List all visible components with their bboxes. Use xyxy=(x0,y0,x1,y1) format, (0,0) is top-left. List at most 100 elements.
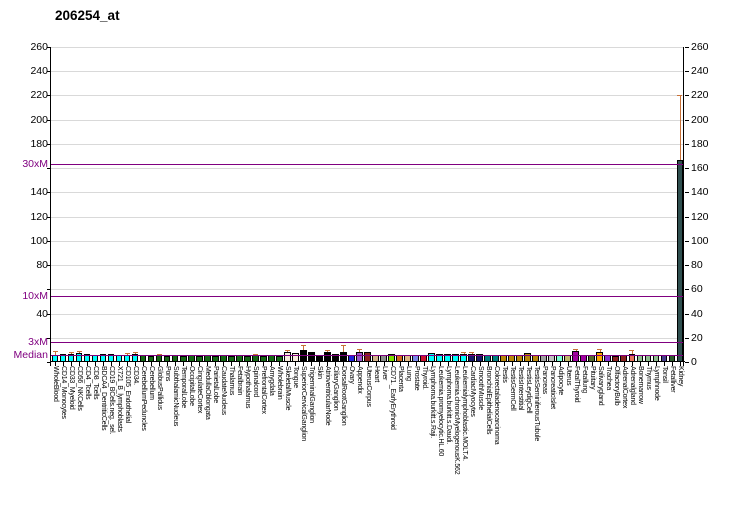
x-axis-tick xyxy=(239,362,241,366)
x-axis-tick xyxy=(359,362,361,366)
x-axis-tick xyxy=(591,362,593,366)
y-tick-mark xyxy=(47,337,51,339)
x-axis-line xyxy=(50,361,685,362)
x-axis-tick xyxy=(351,362,353,366)
y-tick-mark xyxy=(685,362,689,363)
error-cap xyxy=(68,351,74,353)
x-axis-tick xyxy=(407,362,409,366)
y-tick-label: 140 xyxy=(30,186,48,199)
x-axis-tick xyxy=(279,362,281,366)
x-axis-tick xyxy=(199,362,201,366)
x-tick-label: BronchialEpithelialCells xyxy=(484,366,492,435)
x-axis-tick xyxy=(415,362,417,366)
x-axis-tick xyxy=(431,362,433,366)
x-tick-label: Lymphoma.burkitt.s.Raji. xyxy=(428,366,436,438)
y-tick-mark xyxy=(685,119,689,121)
error-cap xyxy=(156,354,162,356)
chart-title: 206254_at xyxy=(55,8,120,23)
x-tick-label: CD105_Endothelial xyxy=(124,366,132,423)
x-tick-label: Pituitary xyxy=(588,366,596,390)
y-tick-label: 100 xyxy=(691,234,709,247)
y-tick-label: 200 xyxy=(30,113,48,126)
gridline xyxy=(51,337,684,339)
x-tick-label: WholeBlood xyxy=(52,366,59,402)
y-tick-label: 220 xyxy=(691,89,709,102)
gridline xyxy=(51,47,684,48)
x-axis-tick xyxy=(135,362,137,366)
gridline xyxy=(51,71,684,73)
gridline xyxy=(51,313,684,315)
y-tick-mark xyxy=(685,216,689,218)
y-tick-label: 220 xyxy=(30,89,48,102)
x-tick-label: MedullaOblongata xyxy=(204,366,212,420)
x-axis-tick xyxy=(479,362,481,366)
error-cap xyxy=(629,350,635,352)
x-tick-label: OlfactoryBulb xyxy=(612,366,620,406)
y-tick-mark xyxy=(47,240,51,242)
y-tick-label: 160 xyxy=(691,162,709,175)
y-tick-mark xyxy=(47,119,51,121)
plot-area xyxy=(50,47,685,366)
x-axis-tick xyxy=(63,362,65,366)
x-tick-label: AdrenalCortex xyxy=(620,366,628,409)
x-axis-tick xyxy=(271,362,273,366)
x-tick-label: CingulateCortex xyxy=(196,366,204,414)
y-tick-mark xyxy=(685,337,689,339)
x-axis-tick xyxy=(559,362,561,366)
x-tick-label: CerebellumPeduncles xyxy=(140,366,148,431)
y-tick-mark xyxy=(47,143,51,145)
x-tick-label: DorsalRootGanglion xyxy=(340,366,348,426)
x-axis-tick xyxy=(183,362,185,366)
x-tick-label: AtrioventricularNode xyxy=(324,366,332,426)
x-axis-tick xyxy=(103,362,105,366)
y-tick-mark xyxy=(47,71,51,73)
x-axis-tick xyxy=(87,362,89,366)
x-tick-label: Placenta xyxy=(396,366,404,392)
x-tick-label: Leukemialymphoblastic.MOLT.4. xyxy=(460,366,468,461)
error-cap xyxy=(124,352,130,354)
y-tick-label: 40 xyxy=(36,307,48,320)
x-tick-label: PancreaticIslet xyxy=(548,366,556,409)
error-cap xyxy=(597,349,603,351)
x-tick-label: Amygdala xyxy=(268,366,276,396)
x-tick-label: Uterus xyxy=(564,366,572,386)
x-tick-label: Liver xyxy=(380,366,388,381)
x-tick-label: Adrenalgland xyxy=(628,366,636,405)
gridline xyxy=(51,119,684,121)
gridline xyxy=(51,216,684,218)
x-axis-tick xyxy=(423,362,425,366)
x-tick-label: Tongue xyxy=(292,366,300,388)
x-axis-tick xyxy=(311,362,313,366)
y-tick-mark xyxy=(685,289,689,291)
x-tick-label: CD33_Myeloid xyxy=(68,366,76,410)
x-axis-tick xyxy=(455,362,457,366)
x-axis-tick xyxy=(575,362,577,366)
x-tick-label: Testis xyxy=(500,366,508,383)
x-tick-label: Wholebrain xyxy=(276,366,284,400)
error-bar xyxy=(303,345,305,350)
y-tick-label: 180 xyxy=(691,137,709,150)
x-axis-tick xyxy=(191,362,193,366)
x-axis-tick xyxy=(55,362,56,366)
x-tick-label: CD56_NKCells xyxy=(76,366,84,411)
x-axis-tick xyxy=(623,362,625,366)
x-axis-tick xyxy=(383,362,385,366)
x-tick-label: CD8_Tcells xyxy=(92,366,100,400)
error-bar xyxy=(359,348,361,352)
y-tick-mark xyxy=(685,240,689,242)
y-tick-label: 20 xyxy=(691,331,703,344)
threshold-line xyxy=(51,342,684,344)
x-axis-tick xyxy=(527,362,529,366)
y-tick-mark xyxy=(47,192,51,194)
x-axis-tick xyxy=(143,362,145,366)
x-axis-tick xyxy=(583,362,585,366)
x-axis-tick xyxy=(367,362,369,366)
y-tick-label: 180 xyxy=(30,137,48,150)
x-tick-label: CardiacMyocytes xyxy=(468,366,476,417)
x-tick-label: Pons xyxy=(164,366,172,382)
x-tick-label: GlobusPallidus xyxy=(156,366,164,410)
y-tick-label: 10xM xyxy=(22,289,48,302)
error-cap xyxy=(356,348,362,350)
x-tick-label: TestisGermCell xyxy=(508,366,516,411)
